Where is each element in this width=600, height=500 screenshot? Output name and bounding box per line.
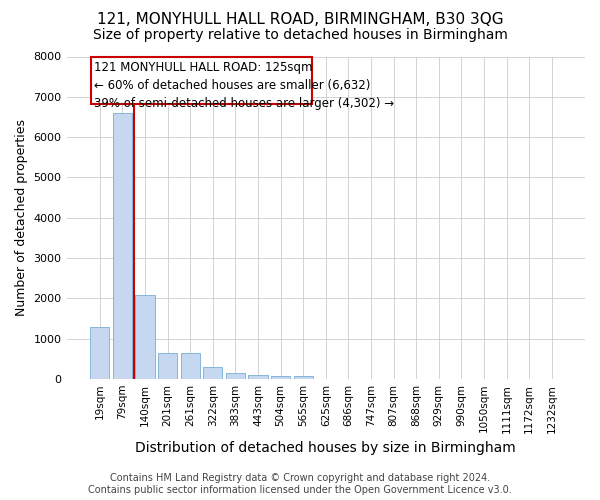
X-axis label: Distribution of detached houses by size in Birmingham: Distribution of detached houses by size … <box>136 441 516 455</box>
FancyBboxPatch shape <box>91 58 312 104</box>
Bar <box>181 353 200 379</box>
Bar <box>226 373 245 379</box>
Text: Contains HM Land Registry data © Crown copyright and database right 2024.
Contai: Contains HM Land Registry data © Crown c… <box>88 474 512 495</box>
Bar <box>203 368 223 379</box>
Text: 121, MONYHULL HALL ROAD, BIRMINGHAM, B30 3QG: 121, MONYHULL HALL ROAD, BIRMINGHAM, B30… <box>97 12 503 28</box>
Bar <box>248 374 268 379</box>
Bar <box>90 326 109 379</box>
Bar <box>271 376 290 379</box>
Bar <box>158 353 177 379</box>
Bar <box>113 113 132 379</box>
Bar <box>293 376 313 379</box>
Text: Size of property relative to detached houses in Birmingham: Size of property relative to detached ho… <box>92 28 508 42</box>
Text: 121 MONYHULL HALL ROAD: 125sqm
← 60% of detached houses are smaller (6,632)
39% : 121 MONYHULL HALL ROAD: 125sqm ← 60% of … <box>94 62 394 110</box>
Y-axis label: Number of detached properties: Number of detached properties <box>15 120 28 316</box>
Bar <box>136 295 155 379</box>
